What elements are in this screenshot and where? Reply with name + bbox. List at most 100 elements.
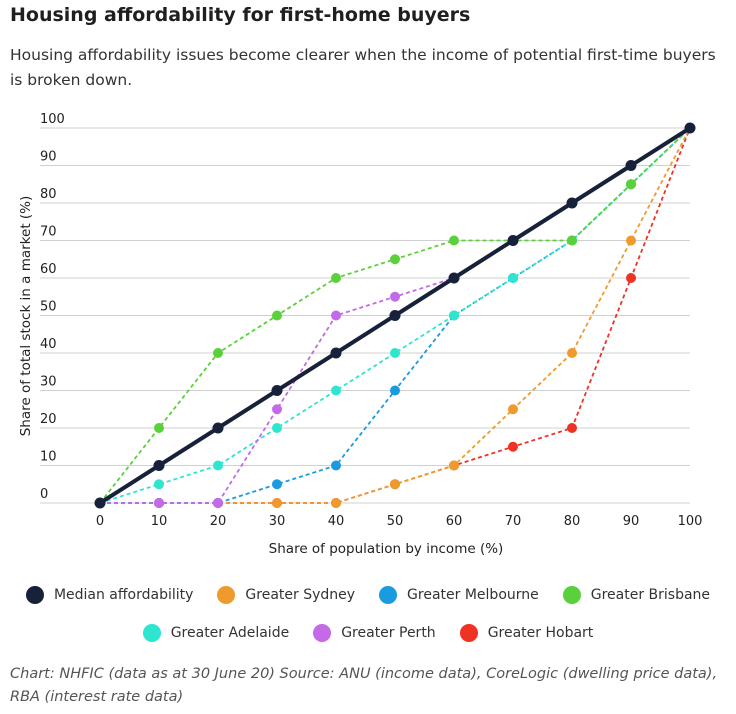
legend-label: Greater Melbourne: [407, 587, 539, 603]
point-greater-hobart[interactable]: [508, 441, 518, 452]
y-tick-label: 50: [40, 300, 57, 315]
point-greater-perth[interactable]: [272, 404, 282, 415]
point-greater-sydney[interactable]: [567, 348, 577, 358]
legend-item-greater-hobart[interactable]: Greater Hobart: [459, 624, 594, 642]
y-tick-label: 40: [40, 337, 57, 352]
point-median-affordability[interactable]: [625, 160, 637, 171]
point-greater-perth[interactable]: [390, 291, 400, 302]
legend-item-greater-adelaide[interactable]: Greater Adelaide: [142, 624, 290, 642]
point-median-affordability[interactable]: [507, 235, 519, 246]
point-median-affordability[interactable]: [566, 197, 578, 209]
point-greater-sydney[interactable]: [331, 498, 341, 508]
point-greater-hobart[interactable]: [626, 273, 636, 283]
y-tick-label: 60: [40, 262, 57, 277]
point-greater-adelaide[interactable]: [154, 479, 164, 490]
chart-source: Chart: NHFIC (data as at 30 June 20) Sou…: [10, 666, 718, 705]
y-tick-label: 20: [40, 412, 57, 427]
x-tick-label: 90: [623, 514, 640, 529]
point-greater-brisbane[interactable]: [449, 235, 459, 246]
y-tick-label: 100: [40, 112, 65, 127]
legend-label: Greater Hobart: [487, 625, 594, 641]
line-chart: 0 10 20 30 40 50 60 70 80 90 100 0 10 20 30 40 50 60 70 80…: [18, 112, 703, 557]
line-greater-adelaide: [99, 127, 691, 504]
legend-item-greater-brisbane[interactable]: Greater Brisbane: [562, 586, 711, 604]
x-axis-label: Share of population by income (%): [269, 541, 504, 557]
point-median-affordability[interactable]: [448, 272, 460, 284]
point-greater-melbourne[interactable]: [272, 479, 282, 490]
point-greater-adelaide[interactable]: [508, 273, 518, 283]
x-tick-label: 0: [96, 514, 104, 529]
x-tick-label: 50: [387, 514, 404, 529]
y-tick-label: 0: [40, 487, 48, 502]
y-tick-label: 10: [40, 450, 57, 465]
legend-item-median-affordability[interactable]: Median affordability: [25, 586, 194, 604]
point-greater-brisbane[interactable]: [390, 254, 400, 265]
point-greater-adelaide[interactable]: [213, 460, 223, 471]
point-greater-brisbane[interactable]: [331, 273, 341, 283]
point-greater-adelaide[interactable]: [331, 385, 341, 396]
point-greater-brisbane[interactable]: [213, 348, 223, 358]
point-greater-melbourne[interactable]: [390, 385, 400, 396]
legend-swatch: [142, 624, 161, 642]
point-median-affordability[interactable]: [389, 310, 401, 321]
legend-swatch: [217, 586, 236, 604]
series-lines: [94, 122, 696, 509]
point-greater-brisbane[interactable]: [567, 235, 577, 246]
x-tick-label: 80: [564, 514, 581, 529]
point-median-affordability[interactable]: [153, 460, 165, 471]
legend-item-greater-melbourne[interactable]: Greater Melbourne: [379, 586, 539, 604]
point-median-affordability[interactable]: [94, 497, 106, 509]
point-greater-sydney[interactable]: [449, 460, 459, 471]
legend-label: Median affordability: [53, 587, 194, 603]
point-median-affordability[interactable]: [271, 385, 283, 396]
y-axis-ticks: 0 10 20 30 40 50 60 70 80 90 100: [40, 112, 65, 502]
point-median-affordability[interactable]: [684, 122, 696, 134]
legend-label: Greater Perth: [341, 625, 436, 641]
x-tick-label: 100: [678, 514, 703, 529]
y-axis-label: Share of total stock in a market (%): [18, 196, 34, 437]
x-tick-label: 70: [505, 514, 522, 529]
legend-row-1: Median affordability Greater Sydney Greate…: [0, 586, 736, 604]
legend-swatch: [313, 624, 332, 642]
legend-item-greater-sydney[interactable]: Greater Sydney: [217, 586, 355, 604]
point-greater-brisbane[interactable]: [272, 310, 282, 321]
point-median-affordability[interactable]: [330, 347, 342, 359]
point-greater-sydney[interactable]: [272, 498, 282, 508]
x-tick-label: 60: [446, 514, 463, 529]
legend-swatch: [379, 586, 398, 604]
y-tick-label: 70: [40, 225, 57, 240]
gridlines: [40, 127, 690, 504]
legend-item-greater-perth[interactable]: Greater Perth: [313, 624, 436, 642]
point-greater-sydney[interactable]: [390, 479, 400, 490]
point-greater-sydney[interactable]: [508, 404, 518, 415]
point-greater-perth[interactable]: [213, 498, 223, 508]
series-median-affordability: [94, 122, 696, 509]
legend-row-2: Greater Adelaide Greater Perth Greater Hob…: [0, 624, 736, 642]
point-greater-adelaide[interactable]: [449, 310, 459, 321]
point-greater-perth[interactable]: [331, 310, 341, 321]
point-greater-hobart[interactable]: [567, 423, 577, 433]
legend-label: Greater Brisbane: [590, 587, 711, 603]
x-axis-ticks: 0 10 20 30 40 50 60 70 80 90 100: [96, 514, 703, 529]
point-greater-brisbane[interactable]: [154, 423, 164, 433]
legend-label: Greater Adelaide: [170, 625, 290, 641]
point-greater-perth[interactable]: [154, 498, 164, 508]
legend-label: Greater Sydney: [245, 587, 356, 603]
y-tick-label: 80: [40, 187, 57, 202]
point-greater-adelaide[interactable]: [390, 348, 400, 358]
x-tick-label: 20: [210, 514, 227, 529]
chart-title: Housing affordability for first-home buy…: [10, 4, 471, 26]
y-tick-label: 30: [40, 375, 57, 390]
point-greater-adelaide[interactable]: [272, 423, 282, 433]
point-greater-sydney[interactable]: [626, 235, 636, 246]
point-median-affordability[interactable]: [212, 422, 224, 434]
legend-swatch: [562, 586, 581, 604]
x-tick-label: 40: [328, 514, 345, 529]
point-greater-melbourne[interactable]: [331, 460, 341, 471]
y-tick-label: 90: [40, 150, 57, 165]
legend-swatch: [25, 586, 44, 604]
x-tick-label: 30: [269, 514, 286, 529]
legend-swatch: [459, 624, 478, 642]
point-greater-brisbane[interactable]: [626, 179, 636, 190]
chart-subtitle: Housing affordability issues become clea…: [10, 46, 716, 89]
